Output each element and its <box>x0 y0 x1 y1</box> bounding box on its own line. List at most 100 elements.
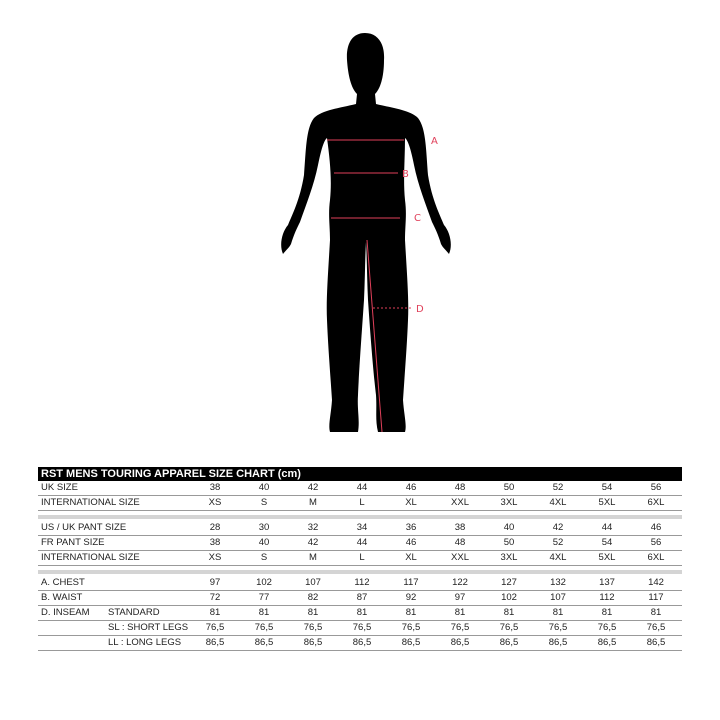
table-cell: 86,5 <box>450 637 470 648</box>
table-cell: 46 <box>405 537 417 548</box>
table-cell: 6XL <box>647 497 665 508</box>
table-cell: M <box>309 552 317 563</box>
table-cell: XXL <box>451 552 469 563</box>
table-cell: 44 <box>356 482 368 493</box>
table-cell: 87 <box>356 592 368 603</box>
table-cell: 56 <box>650 537 662 548</box>
group-separator <box>38 570 682 574</box>
table-row: INTERNATIONAL SIZE XS S M L XL XXL 3XL 4XL 5XL 6XL <box>38 496 682 511</box>
table-cell: 86,5 <box>254 637 274 648</box>
table-row: FR PANT SIZE 38 40 42 44 46 48 50 52 54 56 <box>38 536 682 551</box>
table-cell: 4XL <box>549 497 567 508</box>
table-row: B. WAIST 72 77 82 87 92 97 102 107 112 117 <box>38 591 682 606</box>
table-cell: 102 <box>256 577 272 588</box>
table-row: US / UK PANT SIZE 28 30 32 34 36 38 40 42 44 46 <box>38 521 682 536</box>
table-cell: 3XL <box>500 552 518 563</box>
table-cell: 81 <box>552 607 564 618</box>
row-label: A. CHEST <box>41 577 85 588</box>
table-cell: 38 <box>209 482 221 493</box>
table-cell: 81 <box>503 607 515 618</box>
row-label: UK SIZE <box>41 482 78 493</box>
table-cell: 127 <box>501 577 517 588</box>
table-row: SL : SHORT LEGS 76,5 76,5 76,5 76,5 76,5 76,5 7… <box>38 621 682 636</box>
table-cell: 86,5 <box>401 637 421 648</box>
label-b: B <box>402 169 409 180</box>
row-label: FR PANT SIZE <box>41 537 105 548</box>
table-cell: 52 <box>552 537 564 548</box>
table-cell: 86,5 <box>646 637 666 648</box>
table-cell: 54 <box>601 537 613 548</box>
table-cell: 6XL <box>647 552 665 563</box>
row-label: INTERNATIONAL SIZE <box>41 497 140 508</box>
label-c: C <box>414 213 421 224</box>
table-cell: 46 <box>650 522 662 533</box>
body-silhouette <box>281 33 451 432</box>
table-cell: 76,5 <box>499 622 519 633</box>
table-cell: 28 <box>209 522 221 533</box>
row-sublabel: SL : SHORT LEGS <box>108 622 189 633</box>
size-chart-table: RST MENS TOURING APPAREL SIZE CHART (cm)… <box>38 467 682 651</box>
table-cell: XL <box>405 497 417 508</box>
table-cell: 86,5 <box>352 637 372 648</box>
table-cell: M <box>309 497 317 508</box>
table-cell: 76,5 <box>548 622 568 633</box>
table-cell: 48 <box>454 482 466 493</box>
table-row: UK SIZE 38 40 42 44 46 48 50 52 54 56 <box>38 481 682 496</box>
table-cell: 86,5 <box>499 637 519 648</box>
table-row: A. CHEST 97 102 107 112 117 122 127 132 137 142 <box>38 576 682 591</box>
table-cell: 81 <box>601 607 613 618</box>
table-cell: 81 <box>650 607 662 618</box>
table-cell: 50 <box>503 482 515 493</box>
table-cell: 76,5 <box>450 622 470 633</box>
row-label: US / UK PANT SIZE <box>41 522 127 533</box>
table-cell: 81 <box>209 607 221 618</box>
table-cell: 38 <box>209 537 221 548</box>
table-cell: 76,5 <box>401 622 421 633</box>
body-measurement-figure: A B C D <box>281 33 451 433</box>
inseam-measure-line <box>366 239 383 433</box>
table-cell: 46 <box>405 482 417 493</box>
table-cell: 40 <box>258 482 270 493</box>
row-label: B. WAIST <box>41 592 83 603</box>
table-cell: 81 <box>454 607 466 618</box>
label-d: D <box>416 304 424 315</box>
table-cell: 137 <box>599 577 615 588</box>
table-cell: S <box>260 497 268 508</box>
size-chart-title: RST MENS TOURING APPAREL SIZE CHART (cm) <box>38 467 682 481</box>
group-separator <box>38 515 682 519</box>
table-cell: 107 <box>550 592 566 603</box>
table-cell: XL <box>405 552 417 563</box>
row-label: D. INSEAM <box>41 607 90 618</box>
table-cell: 54 <box>601 482 613 493</box>
table-cell: L <box>359 497 365 508</box>
table-cell: 44 <box>356 537 368 548</box>
table-cell: 76,5 <box>646 622 666 633</box>
table-cell: 76,5 <box>352 622 372 633</box>
table-cell: 56 <box>650 482 662 493</box>
table-cell: 117 <box>403 577 419 588</box>
table-cell: 4XL <box>549 552 567 563</box>
table-cell: 81 <box>258 607 270 618</box>
table-cell: 77 <box>258 592 270 603</box>
table-cell: L <box>359 552 365 563</box>
table-cell: 142 <box>648 577 664 588</box>
table-cell: 76,5 <box>205 622 225 633</box>
table-cell: 97 <box>209 577 221 588</box>
table-cell: 76,5 <box>597 622 617 633</box>
table-cell: 40 <box>258 537 270 548</box>
table-cell: 81 <box>356 607 368 618</box>
table-cell: 32 <box>307 522 319 533</box>
table-cell: 42 <box>307 482 319 493</box>
table-cell: 30 <box>258 522 270 533</box>
table-cell: 40 <box>503 522 515 533</box>
table-cell: 86,5 <box>548 637 568 648</box>
table-cell: 36 <box>405 522 417 533</box>
table-cell: 52 <box>552 482 564 493</box>
table-cell: 42 <box>307 537 319 548</box>
row-sublabel: STANDARD <box>108 607 160 618</box>
table-row: D. INSEAM STANDARD 81 81 81 81 81 81 81 81 81 81 <box>38 606 682 621</box>
table-cell: 117 <box>648 592 664 603</box>
table-cell: 112 <box>599 592 615 603</box>
table-cell: 44 <box>601 522 613 533</box>
table-cell: 76,5 <box>254 622 274 633</box>
